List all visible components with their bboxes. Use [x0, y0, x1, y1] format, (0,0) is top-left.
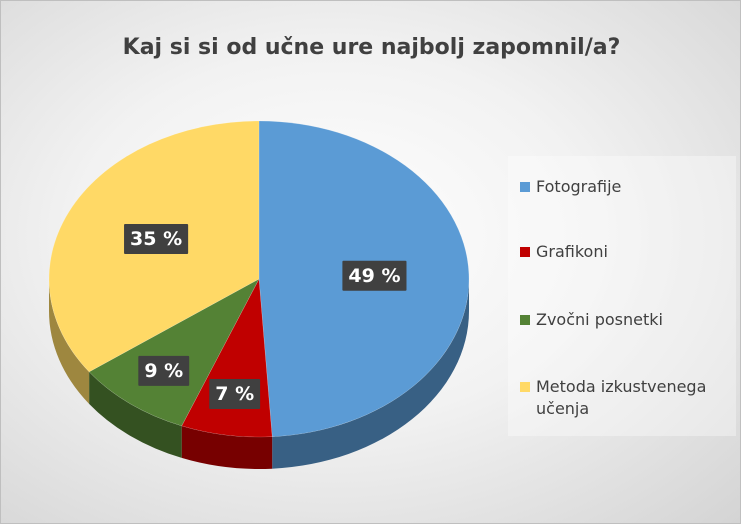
slice — [88, 278, 260, 427]
value-label: 49 % — [348, 265, 400, 287]
legend-label: Grafikoni — [536, 242, 608, 261]
legend-swatch — [520, 247, 530, 257]
label-box — [124, 224, 189, 255]
value-label: 35 % — [130, 228, 182, 250]
legend-item: Fotografije — [520, 176, 732, 198]
slice-side — [181, 425, 273, 470]
data-label: 35 % — [124, 224, 189, 255]
slice-side — [89, 371, 182, 458]
data-label: 49 % — [342, 260, 407, 291]
label-box — [342, 260, 407, 291]
legend-label: Fotografije — [536, 177, 622, 196]
legend-swatch — [520, 315, 530, 325]
legend-label: Metoda izkustvenega učenja — [536, 377, 707, 418]
value-label: 7 % — [215, 383, 254, 405]
label-box — [209, 378, 261, 409]
legend-item: Grafikoni — [520, 241, 732, 263]
legend-swatch — [520, 182, 530, 192]
data-label: 7 % — [209, 378, 261, 409]
legend: Fotografije Grafikoni Zvočni posnetki Metod… — [508, 156, 736, 436]
chart-title: Kaj si si od učne ure najbolj zapomnil/a… — [122, 35, 621, 60]
legend-label: Zvočni posnetki — [536, 310, 663, 329]
legend-item: Metoda izkustvenega učenja — [520, 376, 732, 420]
legend-swatch — [520, 382, 530, 392]
data-label: 9 % — [138, 355, 190, 386]
slice-side — [272, 279, 469, 469]
label-box — [138, 355, 190, 386]
value-label: 9 % — [144, 360, 183, 382]
slice-side — [49, 279, 90, 404]
legend-item: Zvočni posnetki — [520, 309, 732, 331]
